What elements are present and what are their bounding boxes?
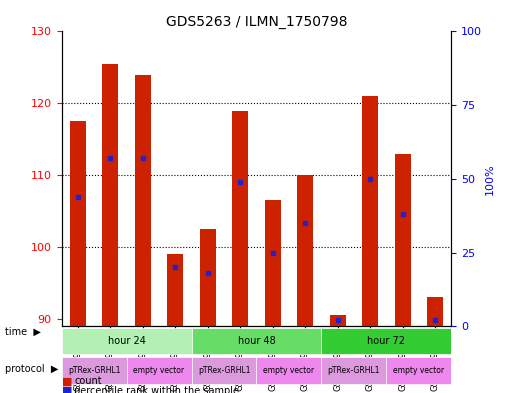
FancyBboxPatch shape: [322, 328, 451, 354]
Bar: [427, 298, 443, 326]
Y-axis label: 100%: 100%: [485, 163, 495, 195]
Text: ■: ■: [62, 386, 72, 393]
FancyBboxPatch shape: [322, 357, 386, 384]
Bar: [265, 200, 281, 326]
Text: empty vector: empty vector: [393, 366, 444, 375]
Title: GDS5263 / ILMN_1750798: GDS5263 / ILMN_1750798: [166, 15, 347, 29]
Text: empty vector: empty vector: [264, 366, 314, 375]
Bar: [102, 64, 119, 326]
Text: percentile rank within the sample: percentile rank within the sample: [74, 386, 240, 393]
Text: pTRex-GRHL1: pTRex-GRHL1: [68, 366, 121, 375]
Text: ■: ■: [62, 376, 72, 386]
Bar: [394, 154, 411, 326]
Text: pTRex-GRHL1: pTRex-GRHL1: [198, 366, 250, 375]
Bar: [134, 75, 151, 326]
Text: pTRex-GRHL1: pTRex-GRHL1: [328, 366, 380, 375]
Bar: [70, 121, 86, 326]
Bar: [362, 96, 378, 326]
Bar: [329, 316, 346, 326]
FancyBboxPatch shape: [256, 357, 322, 384]
Text: hour 72: hour 72: [367, 336, 405, 346]
FancyBboxPatch shape: [127, 357, 191, 384]
Text: hour 24: hour 24: [108, 336, 146, 346]
Text: time  ▶: time ▶: [5, 327, 41, 337]
FancyBboxPatch shape: [62, 328, 191, 354]
Bar: [232, 110, 248, 326]
Bar: [167, 254, 183, 326]
Bar: [200, 229, 216, 326]
Bar: [297, 175, 313, 326]
Text: hour 48: hour 48: [238, 336, 275, 346]
Text: count: count: [74, 376, 102, 386]
FancyBboxPatch shape: [62, 357, 127, 384]
Text: protocol  ▶: protocol ▶: [5, 364, 58, 375]
FancyBboxPatch shape: [386, 357, 451, 384]
FancyBboxPatch shape: [191, 328, 322, 354]
Text: empty vector: empty vector: [133, 366, 185, 375]
FancyBboxPatch shape: [191, 357, 256, 384]
